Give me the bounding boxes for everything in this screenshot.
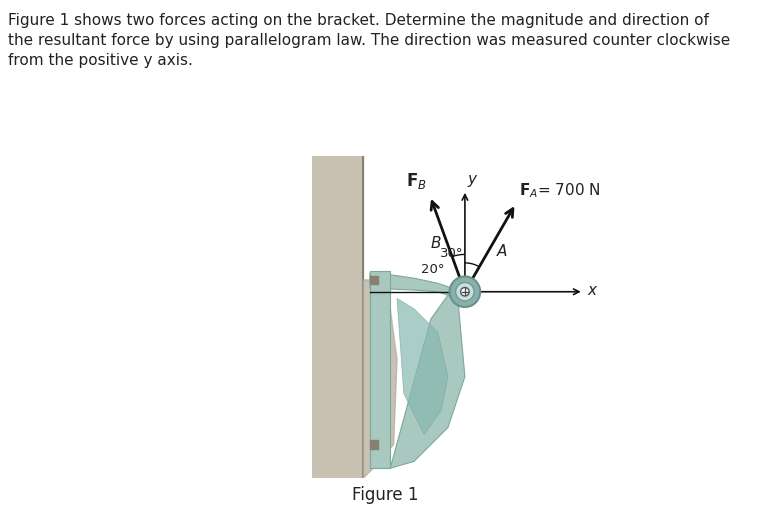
Polygon shape: [370, 271, 390, 468]
Text: A: A: [497, 244, 507, 259]
Text: B: B: [431, 236, 441, 251]
Text: y: y: [468, 172, 476, 187]
Polygon shape: [363, 280, 397, 478]
Text: 20°: 20°: [421, 264, 444, 277]
Bar: [370, 276, 379, 284]
Polygon shape: [370, 273, 465, 302]
Circle shape: [449, 277, 480, 307]
Polygon shape: [312, 156, 363, 478]
Circle shape: [460, 288, 470, 296]
Text: $\mathbf{F}_B$: $\mathbf{F}_B$: [406, 171, 426, 191]
Text: $\mathbf{F}_A$= 700 N: $\mathbf{F}_A$= 700 N: [519, 181, 601, 200]
Circle shape: [456, 282, 474, 301]
Bar: [370, 440, 379, 449]
Text: Figure 1: Figure 1: [352, 486, 419, 504]
Polygon shape: [390, 295, 465, 468]
Text: 30°: 30°: [439, 247, 463, 260]
Text: Figure 1 shows two forces acting on the bracket. Determine the magnitude and dir: Figure 1 shows two forces acting on the …: [8, 13, 730, 68]
Polygon shape: [397, 298, 448, 434]
Text: x: x: [588, 282, 597, 297]
